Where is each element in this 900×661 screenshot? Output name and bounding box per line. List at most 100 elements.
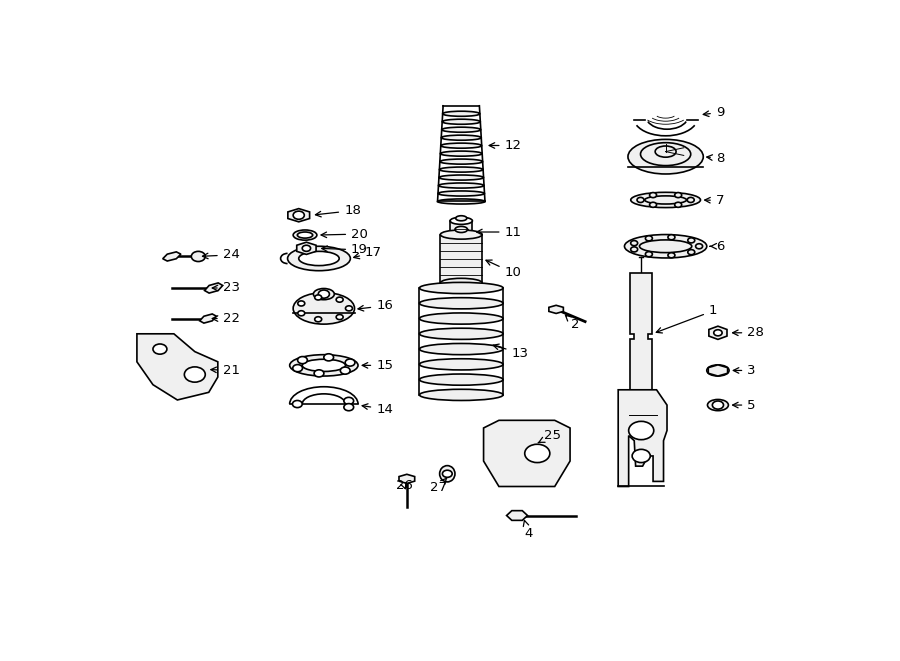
Circle shape <box>302 245 310 251</box>
Polygon shape <box>483 420 570 486</box>
Circle shape <box>192 251 205 262</box>
Ellipse shape <box>441 135 482 140</box>
Ellipse shape <box>297 232 312 238</box>
Circle shape <box>712 401 724 409</box>
Text: 8: 8 <box>706 152 724 165</box>
Circle shape <box>675 192 681 198</box>
Circle shape <box>298 311 305 316</box>
Polygon shape <box>549 305 563 313</box>
Ellipse shape <box>419 389 503 401</box>
Text: 24: 24 <box>202 249 239 261</box>
Ellipse shape <box>440 230 482 239</box>
Text: 18: 18 <box>315 204 361 217</box>
Ellipse shape <box>631 192 700 208</box>
Text: 13: 13 <box>493 344 528 360</box>
Circle shape <box>631 241 637 246</box>
Text: 16: 16 <box>358 299 393 312</box>
Ellipse shape <box>419 359 503 370</box>
Circle shape <box>346 306 353 311</box>
Text: 15: 15 <box>362 359 393 372</box>
Circle shape <box>292 401 302 408</box>
Polygon shape <box>288 209 310 222</box>
Text: 28: 28 <box>733 327 764 339</box>
Text: 6: 6 <box>710 240 724 253</box>
Circle shape <box>337 297 343 302</box>
Text: 7: 7 <box>705 194 725 207</box>
Polygon shape <box>297 242 316 254</box>
Circle shape <box>650 202 656 208</box>
Ellipse shape <box>290 355 358 376</box>
Circle shape <box>631 247 637 252</box>
Polygon shape <box>708 365 727 376</box>
Polygon shape <box>618 390 667 486</box>
Text: 27: 27 <box>430 478 447 494</box>
Circle shape <box>637 198 644 202</box>
Ellipse shape <box>438 183 484 188</box>
Circle shape <box>346 359 355 366</box>
Circle shape <box>525 444 550 463</box>
Circle shape <box>315 295 321 300</box>
Text: 4: 4 <box>523 520 533 540</box>
Ellipse shape <box>419 313 503 324</box>
Ellipse shape <box>419 282 503 293</box>
Text: 25: 25 <box>538 429 561 443</box>
Ellipse shape <box>299 251 339 266</box>
Circle shape <box>645 252 652 256</box>
Circle shape <box>675 202 681 208</box>
Polygon shape <box>399 475 415 483</box>
Polygon shape <box>709 326 727 339</box>
Circle shape <box>298 356 308 364</box>
Ellipse shape <box>440 151 482 156</box>
Ellipse shape <box>640 240 692 253</box>
Circle shape <box>668 235 675 240</box>
Ellipse shape <box>450 217 472 224</box>
Circle shape <box>629 421 653 440</box>
Polygon shape <box>137 334 218 400</box>
Ellipse shape <box>439 465 455 482</box>
Text: 1: 1 <box>656 305 717 333</box>
Circle shape <box>714 330 722 336</box>
Circle shape <box>632 449 651 463</box>
Ellipse shape <box>313 288 334 299</box>
Polygon shape <box>507 511 527 520</box>
Ellipse shape <box>706 365 729 376</box>
Ellipse shape <box>419 329 503 339</box>
Ellipse shape <box>440 159 482 164</box>
Polygon shape <box>200 314 216 323</box>
Ellipse shape <box>625 235 706 258</box>
Text: 10: 10 <box>486 260 521 279</box>
Ellipse shape <box>455 227 467 233</box>
Text: 9: 9 <box>703 106 724 119</box>
Ellipse shape <box>440 278 482 288</box>
Circle shape <box>153 344 166 354</box>
Text: 14: 14 <box>362 403 393 416</box>
Text: 2: 2 <box>565 315 580 331</box>
Circle shape <box>315 317 321 322</box>
Bar <box>440 235 482 283</box>
Ellipse shape <box>302 360 346 371</box>
Circle shape <box>688 250 695 254</box>
Circle shape <box>645 236 652 241</box>
Circle shape <box>337 315 343 320</box>
Ellipse shape <box>644 196 687 204</box>
Text: 3: 3 <box>734 364 756 377</box>
Circle shape <box>314 369 324 377</box>
Ellipse shape <box>707 399 728 410</box>
Polygon shape <box>204 283 222 293</box>
Text: 11: 11 <box>477 225 521 239</box>
Polygon shape <box>630 273 652 390</box>
Text: 23: 23 <box>212 282 239 295</box>
Circle shape <box>688 198 694 202</box>
Circle shape <box>293 211 304 219</box>
Ellipse shape <box>288 247 350 271</box>
Circle shape <box>340 367 350 374</box>
Ellipse shape <box>419 374 503 385</box>
Ellipse shape <box>293 230 317 240</box>
Ellipse shape <box>419 344 503 355</box>
Text: 17: 17 <box>354 246 382 259</box>
Circle shape <box>184 367 205 382</box>
Ellipse shape <box>442 119 481 124</box>
Circle shape <box>344 404 354 410</box>
Text: 19: 19 <box>321 243 368 256</box>
Circle shape <box>324 354 334 361</box>
